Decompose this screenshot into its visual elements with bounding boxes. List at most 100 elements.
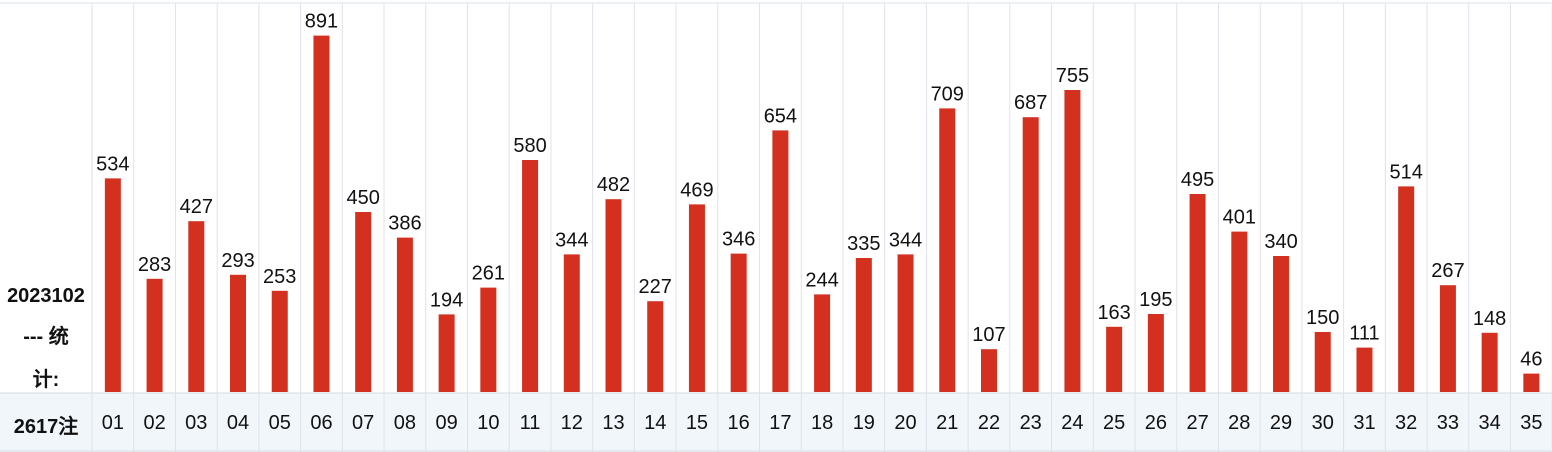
bar bbox=[1189, 194, 1206, 392]
value-label: 293 bbox=[221, 250, 254, 272]
category-label: 13 bbox=[602, 412, 624, 434]
bar bbox=[814, 294, 831, 392]
value-label: 227 bbox=[639, 276, 672, 298]
value-label: 195 bbox=[1139, 289, 1172, 311]
bar bbox=[230, 274, 247, 392]
total: 2617注 bbox=[13, 416, 79, 438]
category-label: 06 bbox=[310, 412, 332, 434]
value-label: 267 bbox=[1431, 260, 1464, 282]
value-label: 401 bbox=[1223, 207, 1256, 229]
category-label: 33 bbox=[1437, 412, 1459, 434]
category-label: 20 bbox=[894, 412, 916, 434]
value-label: 427 bbox=[180, 196, 213, 218]
issue: 2023102 bbox=[7, 285, 85, 307]
bar bbox=[1439, 285, 1456, 392]
bar bbox=[1356, 347, 1373, 392]
bar bbox=[939, 108, 956, 393]
value-label: 469 bbox=[680, 179, 713, 201]
bar bbox=[1481, 332, 1498, 392]
bar bbox=[146, 278, 163, 392]
bar bbox=[1314, 332, 1331, 392]
value-label: 283 bbox=[138, 254, 171, 276]
bar bbox=[1398, 186, 1415, 392]
stat-label: --- 统计: bbox=[23, 326, 69, 391]
bar bbox=[772, 130, 789, 392]
category-label: 15 bbox=[686, 412, 708, 434]
bar bbox=[563, 254, 580, 392]
bar bbox=[1231, 231, 1248, 392]
category-label: 29 bbox=[1270, 412, 1292, 434]
bar bbox=[480, 287, 497, 392]
category-label: 12 bbox=[561, 412, 583, 434]
bar bbox=[104, 178, 121, 392]
bar bbox=[438, 314, 455, 392]
category-label: 16 bbox=[728, 412, 750, 434]
value-label: 344 bbox=[889, 229, 922, 251]
value-label: 709 bbox=[931, 83, 964, 105]
category-label: 10 bbox=[477, 412, 499, 434]
bar bbox=[980, 349, 997, 392]
category-label: 30 bbox=[1312, 412, 1334, 434]
category-label: 05 bbox=[269, 412, 291, 434]
category-label: 31 bbox=[1353, 412, 1375, 434]
category-label: 34 bbox=[1478, 412, 1500, 434]
value-label: 244 bbox=[805, 269, 838, 291]
category-label: 07 bbox=[352, 412, 374, 434]
value-label: 495 bbox=[1181, 169, 1214, 191]
bar bbox=[605, 199, 622, 392]
category-label: 35 bbox=[1520, 412, 1542, 434]
bar bbox=[647, 301, 664, 392]
category-label: 09 bbox=[435, 412, 457, 434]
bar bbox=[1064, 90, 1081, 392]
bar bbox=[688, 204, 705, 392]
value-label: 194 bbox=[430, 289, 463, 311]
value-label: 346 bbox=[722, 229, 755, 251]
bar bbox=[355, 212, 372, 392]
bar bbox=[1523, 373, 1540, 392]
category-label: 17 bbox=[769, 412, 791, 434]
value-label: 148 bbox=[1473, 308, 1506, 330]
value-label: 514 bbox=[1389, 161, 1422, 183]
category-label: 08 bbox=[394, 412, 416, 434]
value-label: 253 bbox=[263, 266, 296, 288]
value-label: 107 bbox=[972, 324, 1005, 346]
value-label: 163 bbox=[1097, 302, 1130, 324]
category-label: 27 bbox=[1186, 412, 1208, 434]
category-label: 01 bbox=[102, 412, 124, 434]
category-label: 25 bbox=[1103, 412, 1125, 434]
bar bbox=[271, 290, 288, 392]
bar bbox=[1147, 314, 1164, 392]
value-label: 534 bbox=[96, 153, 129, 175]
value-label: 450 bbox=[346, 187, 379, 209]
issue-cell: 2023102 --- 统计: bbox=[0, 276, 92, 402]
bar bbox=[522, 160, 539, 392]
value-label: 654 bbox=[764, 105, 797, 127]
value-label: 755 bbox=[1056, 65, 1089, 87]
category-label: 26 bbox=[1145, 412, 1167, 434]
category-label: 18 bbox=[811, 412, 833, 434]
value-label: 580 bbox=[513, 135, 546, 157]
category-label: 03 bbox=[185, 412, 207, 434]
category-label: 32 bbox=[1395, 412, 1417, 434]
value-label: 340 bbox=[1264, 231, 1297, 253]
value-label: 261 bbox=[472, 263, 505, 285]
value-label: 150 bbox=[1306, 307, 1339, 329]
bar bbox=[1022, 117, 1039, 392]
category-label: 28 bbox=[1228, 412, 1250, 434]
bar bbox=[396, 237, 413, 392]
category-label: 02 bbox=[143, 412, 165, 434]
bar bbox=[855, 258, 872, 392]
bar bbox=[730, 253, 747, 392]
value-label: 482 bbox=[597, 174, 630, 196]
value-label: 111 bbox=[1349, 323, 1379, 345]
category-label: 14 bbox=[644, 412, 666, 434]
value-label: 891 bbox=[305, 11, 338, 33]
bar bbox=[188, 221, 205, 392]
value-label: 335 bbox=[847, 233, 880, 255]
category-label: 23 bbox=[1020, 412, 1042, 434]
category-label: 21 bbox=[936, 412, 958, 434]
category-label: 19 bbox=[853, 412, 875, 434]
value-label: 687 bbox=[1014, 92, 1047, 114]
